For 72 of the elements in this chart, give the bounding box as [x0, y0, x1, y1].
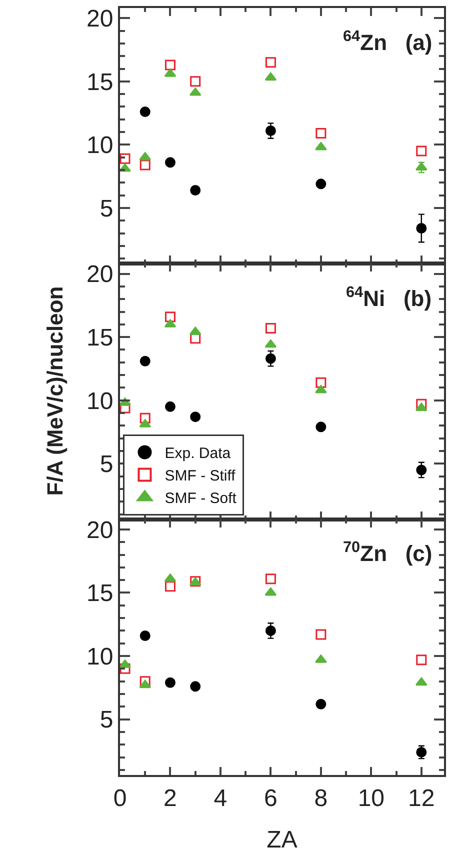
point [140, 412, 150, 424]
point [140, 106, 150, 118]
point [416, 654, 427, 666]
point [190, 681, 201, 692]
point [139, 680, 152, 688]
y-tick-label: 15 [86, 580, 114, 608]
y-axis-title: F/A (MeV/c)/nucleon [42, 286, 68, 496]
point [140, 676, 150, 687]
point [265, 625, 276, 636]
point [265, 322, 276, 334]
point [265, 574, 276, 584]
point [265, 126, 276, 136]
x-tick-label: 8 [314, 784, 328, 812]
point [264, 72, 277, 81]
point [416, 146, 427, 156]
point [314, 142, 327, 150]
point [190, 185, 201, 196]
point [164, 312, 176, 322]
point [415, 677, 428, 686]
y-tick-label: 5 [100, 451, 114, 478]
x-tick-label: 10 [358, 784, 385, 812]
x-tick-label: 4 [214, 784, 228, 812]
point [140, 160, 150, 170]
point [316, 698, 326, 710]
point [316, 422, 326, 432]
point [190, 412, 201, 422]
y-tick-label: 15 [86, 324, 114, 352]
point [264, 587, 277, 596]
x-tick-label: 12 [408, 784, 435, 812]
point [189, 326, 202, 336]
legend-label: SMF - Soft [164, 490, 238, 508]
x-tick-label: 2 [164, 784, 177, 812]
point [314, 384, 327, 394]
point [140, 356, 150, 366]
point [120, 153, 130, 164]
point [190, 333, 201, 344]
y-tick-label: 20 [86, 6, 114, 33]
point [164, 60, 176, 70]
point [265, 57, 276, 68]
annotation: $^{70}$Zn (c) [343, 539, 432, 566]
point [416, 222, 427, 234]
y-tick-label: 5 [100, 706, 114, 734]
y-tick-label: 20 [86, 516, 114, 544]
point [164, 581, 176, 592]
point [316, 178, 326, 190]
point [190, 76, 201, 87]
legend-label: SMF - Stiff [164, 468, 236, 485]
y-tick-label: 10 [86, 132, 114, 160]
point [316, 629, 326, 640]
legend-label: Exp. Data [164, 445, 232, 462]
x-tick-label: 6 [264, 784, 278, 812]
y-tick-label: 15 [86, 68, 114, 96]
point [316, 128, 326, 139]
point [164, 401, 176, 412]
point [416, 398, 427, 410]
point [120, 663, 130, 674]
annotation: $^{64}$Ni (b) [346, 284, 432, 312]
point [119, 660, 131, 668]
point [416, 464, 427, 476]
x-axis-title: ZA [266, 826, 298, 854]
point [265, 353, 276, 364]
point [140, 630, 150, 642]
x-tick-label: 0 [113, 784, 127, 812]
y-tick-label: 5 [100, 195, 114, 222]
point [164, 157, 176, 168]
y-tick-label: 10 [86, 388, 114, 415]
y-tick-label: 10 [86, 643, 114, 670]
y-tick-label: 20 [86, 261, 114, 288]
point [316, 377, 326, 388]
annotation: $^{64}$Zn (a) [343, 28, 432, 56]
point [164, 677, 176, 688]
point [264, 339, 277, 348]
